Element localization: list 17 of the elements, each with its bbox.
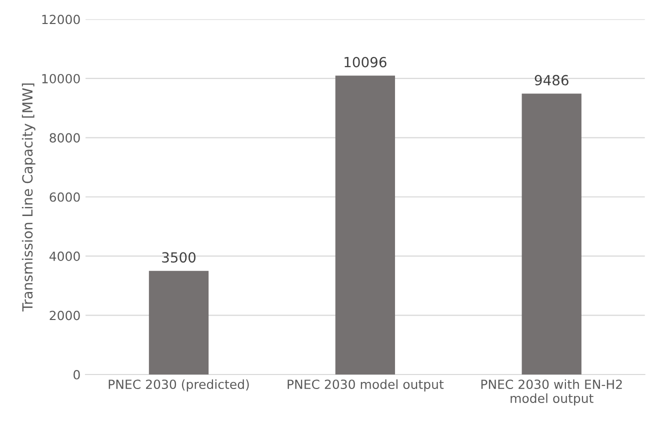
bar <box>522 94 582 374</box>
y-tick-label: 4000 <box>49 252 80 262</box>
bar <box>148 270 209 374</box>
y-axis-title: Transmission Line Capacity [MW] <box>22 83 36 312</box>
data-label: 9486 <box>534 74 568 86</box>
y-tick-label: 2000 <box>50 310 80 320</box>
y-tick-label: 12000 <box>42 14 80 24</box>
y-tick-label: 8000 <box>50 133 80 143</box>
y-tick-label: 0 <box>74 370 80 380</box>
bar <box>335 76 396 374</box>
y-tick-label: 6000 <box>50 192 80 202</box>
x-tick-label: PNEC 2030 (predicted) <box>108 379 249 392</box>
data-label: 3500 <box>162 252 196 263</box>
x-tick-label: PNEC 2030 model output <box>288 379 444 392</box>
x-tick-label: PNEC 2030 with EN-H2 model output <box>481 379 622 406</box>
data-label: 10096 <box>344 56 386 68</box>
y-tick-label: 10000 <box>42 74 80 84</box>
